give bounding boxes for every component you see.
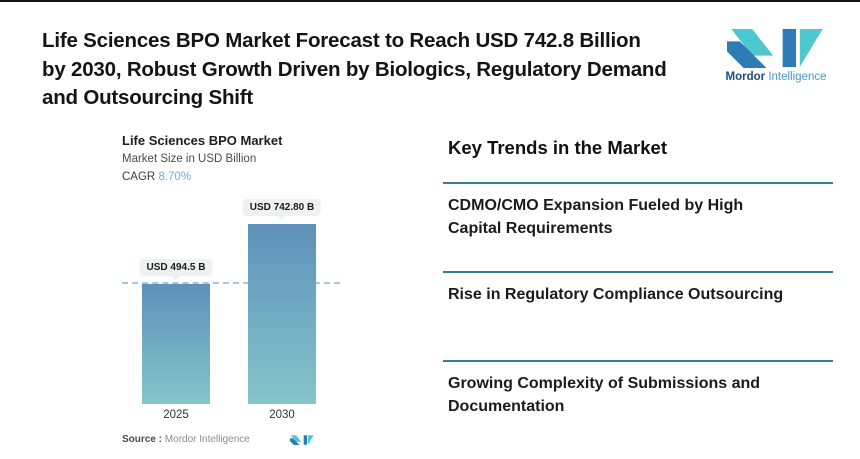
trend-item-1: CDMO/CMO Expansion Fueled by High Capita… [443, 182, 833, 271]
brand-logo: Mordor Intelligence [724, 28, 828, 83]
mordor-intelligence-logo-icon [727, 28, 823, 68]
headline-line-2: by 2030, Robust Growth Driven by Biologi… [42, 57, 667, 81]
x-axis-label-2030: 2030 [269, 409, 295, 421]
trend-text-2: Rise in Regulatory Compliance Outsourcin… [448, 286, 784, 303]
x-axis-label-2025: 2025 [163, 409, 189, 421]
bar-group-2030: USD 742.80 B 2030 [242, 189, 322, 421]
bar-2030 [248, 224, 316, 404]
headline-line-1: Life Sciences BPO Market Forecast to Rea… [42, 29, 641, 52]
market-bar-chart: Life Sciences BPO Market Market Size in … [122, 133, 344, 445]
key-trends-section: Key Trends in the Market CDMO/CMO Expans… [443, 136, 833, 449]
trend-text-3: Growing Complexity of Submissions and Do… [448, 375, 761, 415]
brand-name-primary: Mordor [725, 71, 766, 83]
key-trends-heading: Key Trends in the Market [448, 137, 667, 158]
chart-title: Life Sciences BPO Market [122, 133, 283, 148]
source-value: Mordor Intelligence [164, 434, 250, 445]
source-text: Source : Mordor Intelligence [122, 434, 250, 445]
bar-value-label-2025: USD 494.5 B [139, 259, 213, 276]
brand-name: Mordor Intelligence [724, 71, 828, 83]
chart-source-row: Source : Mordor Intelligence [122, 434, 314, 445]
page-title: Life Sciences BPO Market Forecast to Rea… [42, 27, 702, 113]
bar-2025 [142, 284, 210, 404]
bar-group-2025: USD 494.5 B 2025 [139, 189, 213, 421]
plot-area: USD 494.5 B 2025 USD 742.80 B 2030 [122, 189, 344, 421]
headline-line-3: and Outsourcing Shift [42, 86, 254, 109]
reference-dashed-line [122, 282, 340, 284]
cagr-value: 8.70% [158, 171, 192, 183]
mordor-intelligence-logo-small-icon [290, 434, 314, 445]
bar-value-label-2030: USD 742.80 B [242, 199, 322, 216]
source-label: Source : [122, 434, 163, 445]
trend-text-1: CDMO/CMO Expansion Fueled by High Capita… [448, 197, 744, 237]
chart-cagr: CAGR 8.70% [122, 170, 344, 185]
trend-item-2: Rise in Regulatory Compliance Outsourcin… [443, 271, 833, 360]
trend-item-3: Growing Complexity of Submissions and Do… [443, 360, 833, 449]
slide-top-border [0, 0, 860, 2]
chart-subtitle: Market Size in USD Billion [122, 153, 257, 165]
cagr-label: CAGR [122, 171, 156, 183]
brand-name-secondary: Intelligence [768, 71, 827, 83]
